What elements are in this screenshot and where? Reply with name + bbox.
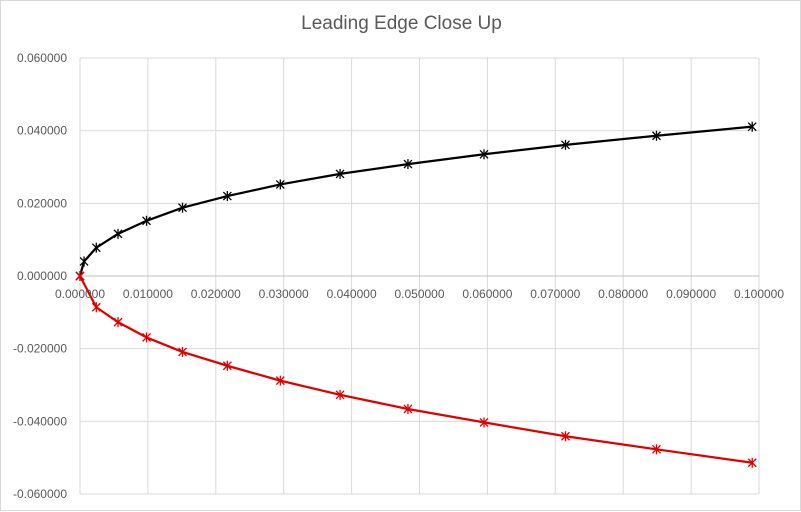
series-layer bbox=[75, 121, 757, 468]
series-2-point bbox=[222, 360, 232, 371]
y-tick-label: 0.060000 bbox=[17, 51, 67, 65]
series-2-line bbox=[79, 275, 753, 464]
x-tick-label: 0.080000 bbox=[598, 287, 648, 301]
x-tick-label: 0.060000 bbox=[462, 287, 512, 301]
series-2-point bbox=[747, 457, 757, 468]
series-1-point bbox=[275, 179, 285, 190]
x-tick-label: 0.010000 bbox=[123, 287, 173, 301]
y-tick-label: 0.040000 bbox=[17, 124, 67, 138]
series-2-point bbox=[275, 375, 285, 386]
series-2-point bbox=[178, 346, 187, 357]
series-1-point bbox=[79, 256, 89, 267]
series-2-point bbox=[561, 431, 570, 442]
series-1-point bbox=[479, 149, 489, 160]
series-2-point bbox=[142, 332, 152, 343]
series-2-point bbox=[479, 417, 489, 428]
series-1-point bbox=[222, 191, 232, 202]
y-tick-label: -0.040000 bbox=[13, 414, 67, 428]
x-tick-label: 0.090000 bbox=[666, 287, 716, 301]
series-2-point bbox=[91, 302, 101, 313]
series-2-point bbox=[403, 403, 413, 414]
y-tick-label: 0.020000 bbox=[17, 196, 67, 210]
series-1-point bbox=[113, 228, 123, 239]
x-tick-label: 0.020000 bbox=[191, 287, 241, 301]
series-1-line bbox=[78, 125, 753, 277]
series-1-point bbox=[403, 159, 413, 170]
x-tick-label: 0.000000 bbox=[55, 287, 105, 301]
tick-labels: 0.000000 0.010000 0.020000 0.030000 0.040000… bbox=[13, 51, 784, 501]
series-2-point bbox=[335, 389, 345, 400]
series-2-point bbox=[75, 271, 85, 281]
series-1-point bbox=[335, 168, 345, 179]
x-tick-label: 0.030000 bbox=[259, 287, 309, 301]
series-1-point bbox=[747, 121, 757, 132]
series-1-point bbox=[91, 242, 101, 253]
y-tick-label: -0.060000 bbox=[13, 487, 67, 501]
series-2-point bbox=[652, 444, 661, 455]
x-tick-label: 0.070000 bbox=[530, 287, 580, 301]
series-1-point bbox=[142, 215, 152, 226]
chart-title: Leading Edge Close Up bbox=[301, 13, 502, 34]
series-2-point bbox=[113, 317, 123, 328]
series-1-point bbox=[652, 130, 661, 141]
series-1-point bbox=[561, 139, 570, 150]
x-tick-label: 0.050000 bbox=[394, 287, 444, 301]
series-1-point bbox=[178, 202, 187, 213]
y-tick-label: -0.020000 bbox=[13, 342, 67, 356]
x-tick-label: 0.100000 bbox=[734, 287, 784, 301]
x-tick-label: 0.040000 bbox=[327, 287, 377, 301]
y-tick-label: 0.000000 bbox=[17, 269, 67, 283]
